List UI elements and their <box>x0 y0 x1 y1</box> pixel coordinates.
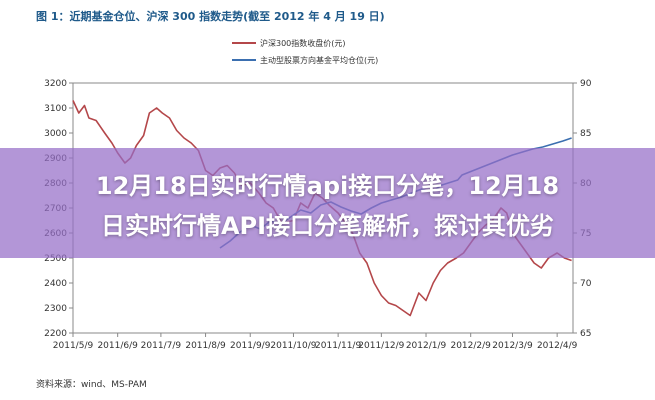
figure-title: 图 1：近期基金仓位、沪深 300 指数走势(截至 2012 年 4 月 19 … <box>36 10 385 23</box>
y2-tick-label: 85 <box>580 129 591 139</box>
legend: 沪深300指数收盘价(元) 主动型股票方向基金平均仓位(元) <box>232 38 378 65</box>
x-tick-label: 2011/5/9 <box>53 341 94 351</box>
y-tick-label: 2400 <box>44 279 67 289</box>
x-tick-label: 2012/3/9 <box>492 341 533 351</box>
legend-label-2: 主动型股票方向基金平均仓位(元) <box>260 55 378 65</box>
banner-title-line-2: 日实时行情API接口分笔解析，探讨其优劣 <box>100 212 555 240</box>
y-tick-label: 2300 <box>44 304 67 314</box>
banner-title-line-1: 12月18日实时行情api接口分笔，12月18 <box>95 172 560 200</box>
y-tick-label: 3100 <box>44 104 67 114</box>
x-tick-label: 2011/12/9 <box>358 341 404 351</box>
y-tick-label: 3000 <box>44 129 67 139</box>
x-tick-label: 2012/1/9 <box>406 341 447 351</box>
y2-tick-label: 70 <box>580 279 592 289</box>
y-tick-label: 2500 <box>44 254 67 264</box>
x-tick-label: 2012/4/9 <box>537 341 578 351</box>
source-note: 资料来源：wind、MS-PAM <box>36 380 147 390</box>
y2-tick-label: 65 <box>580 329 591 339</box>
x-tick-label: 2011/10/9 <box>270 341 316 351</box>
y-tick-label: 3200 <box>44 79 67 89</box>
y-tick-label: 2200 <box>44 329 67 339</box>
x-tick-label: 2011/6/9 <box>97 341 138 351</box>
title-banner: 12月18日实时行情api接口分笔，12月18 日实时行情API接口分笔解析，探… <box>0 148 655 258</box>
x-tick-label: 2011/9/9 <box>230 341 271 351</box>
y2-tick-label: 90 <box>580 79 592 89</box>
x-tick-label: 2011/11/9 <box>315 341 361 351</box>
x-tick-label: 2011/7/9 <box>141 341 182 351</box>
x-tick-label: 2012/2/9 <box>450 341 491 351</box>
legend-label-1: 沪深300指数收盘价(元) <box>260 38 346 48</box>
x-tick-label: 2011/8/9 <box>185 341 226 351</box>
